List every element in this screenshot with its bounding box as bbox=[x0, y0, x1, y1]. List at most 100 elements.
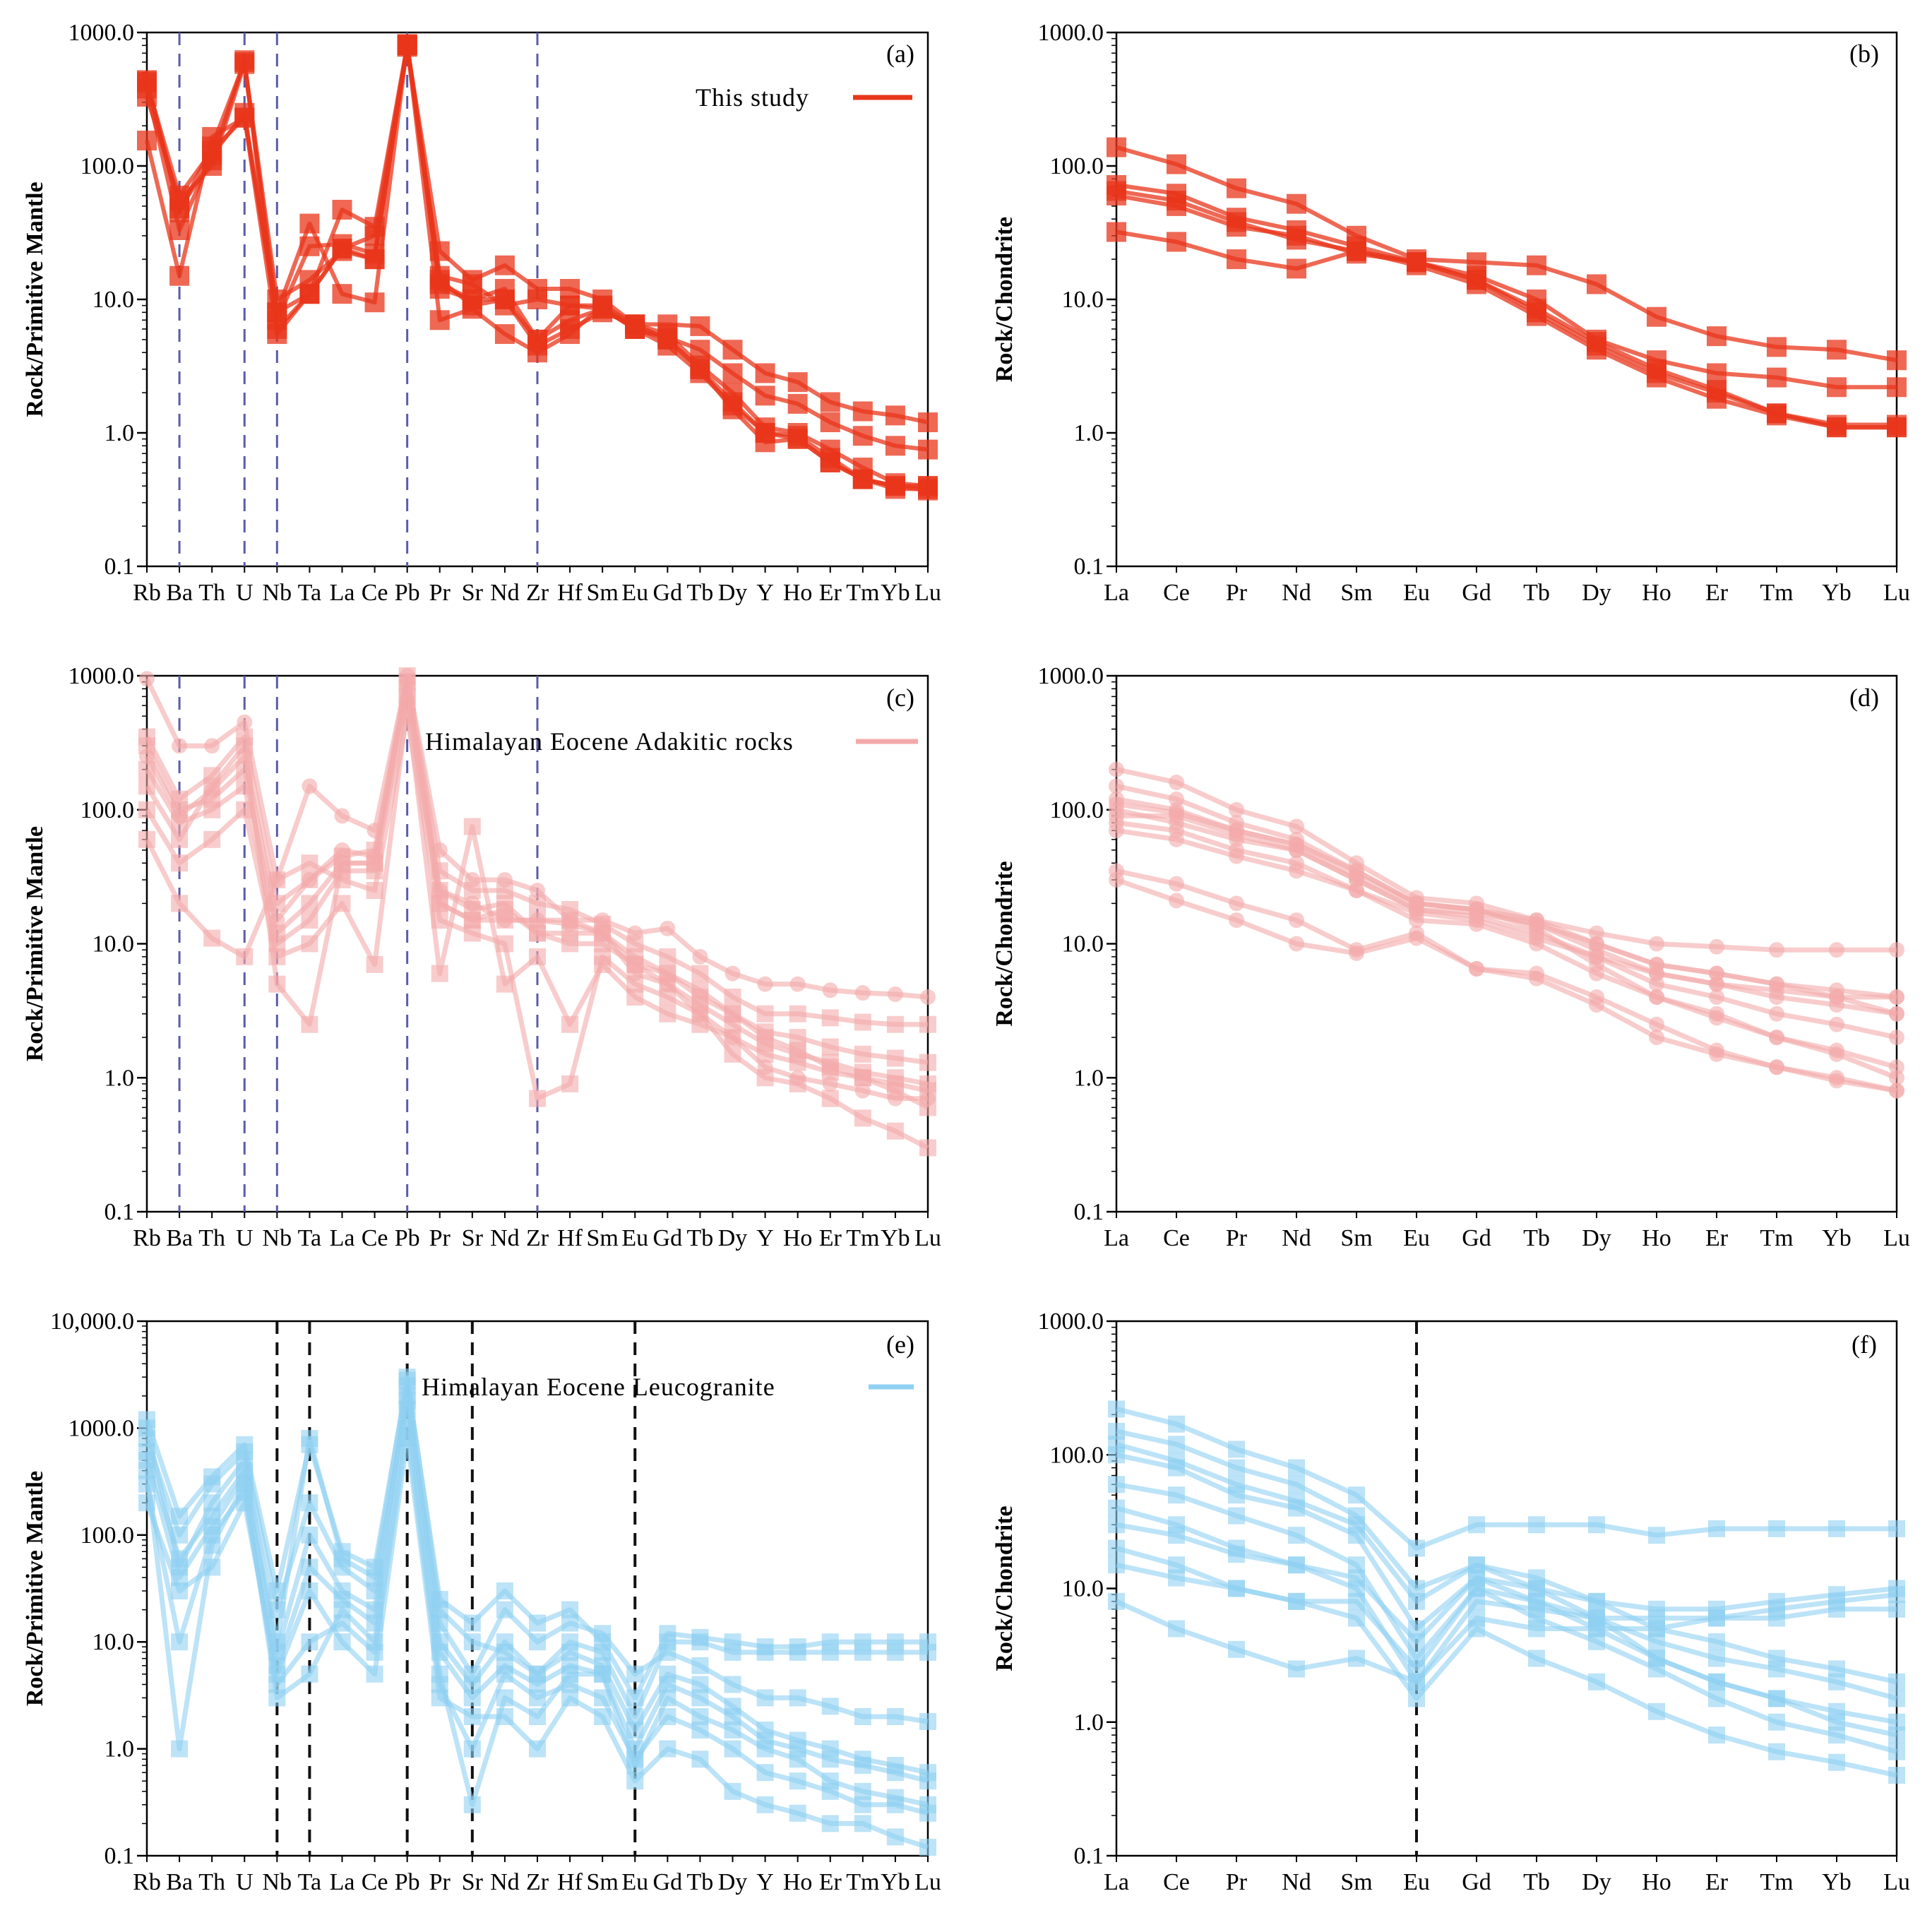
data-marker bbox=[171, 1582, 189, 1599]
data-marker bbox=[137, 131, 157, 151]
x-tick-label: La bbox=[330, 1225, 355, 1251]
data-marker bbox=[496, 1657, 513, 1674]
data-marker bbox=[172, 808, 188, 824]
data-marker bbox=[1529, 970, 1544, 986]
data-marker bbox=[626, 1665, 644, 1683]
data-marker bbox=[333, 1558, 351, 1576]
data-marker bbox=[234, 102, 255, 123]
data-marker bbox=[496, 975, 513, 993]
data-marker bbox=[1168, 1486, 1185, 1504]
series-s1 bbox=[1107, 137, 1907, 371]
data-marker bbox=[821, 1815, 839, 1832]
data-marker bbox=[1768, 1520, 1785, 1537]
data-marker bbox=[854, 1045, 871, 1063]
data-marker bbox=[756, 1638, 774, 1656]
x-tick-label: Yb bbox=[881, 1225, 910, 1251]
data-marker bbox=[1348, 1650, 1365, 1667]
data-marker bbox=[1408, 1660, 1425, 1678]
data-marker bbox=[1588, 1673, 1605, 1691]
data-marker bbox=[691, 1721, 709, 1739]
data-marker bbox=[268, 1676, 286, 1693]
data-marker bbox=[1168, 1516, 1185, 1534]
data-marker bbox=[1229, 912, 1244, 929]
data-marker bbox=[1768, 1609, 1785, 1627]
data-marker bbox=[366, 841, 383, 859]
data-marker bbox=[463, 912, 481, 929]
x-tick-label: Zr bbox=[526, 1225, 549, 1251]
data-marker bbox=[789, 1772, 806, 1790]
x-tick-label: Zr bbox=[526, 580, 549, 606]
data-marker bbox=[626, 1772, 644, 1790]
data-marker bbox=[1167, 232, 1186, 252]
data-marker bbox=[885, 405, 905, 426]
series-s6 bbox=[1109, 863, 1904, 1099]
data-marker bbox=[1287, 258, 1306, 279]
y-tick-label: 0.1 bbox=[1074, 1843, 1104, 1869]
x-tick-label: Lu bbox=[1883, 1225, 1910, 1251]
series-s6 bbox=[137, 35, 938, 460]
x-tick-label: Sm bbox=[1340, 580, 1372, 606]
panel-letter: (f) bbox=[1852, 1330, 1877, 1359]
data-marker bbox=[301, 935, 318, 953]
x-tick-label: Er bbox=[819, 580, 842, 606]
data-marker bbox=[1348, 1516, 1365, 1534]
data-marker bbox=[919, 1633, 936, 1651]
data-marker bbox=[1468, 1556, 1485, 1574]
data-marker bbox=[496, 1601, 513, 1618]
data-marker bbox=[561, 935, 579, 953]
data-marker bbox=[724, 1740, 741, 1758]
data-marker bbox=[626, 1689, 644, 1707]
data-marker bbox=[1707, 380, 1727, 400]
data-marker bbox=[1228, 1459, 1245, 1477]
data-marker bbox=[820, 392, 840, 412]
x-tick-label: Sm bbox=[586, 1869, 618, 1895]
data-marker bbox=[722, 363, 743, 383]
x-tick-label: Pr bbox=[429, 580, 451, 606]
x-tick-label: Tm bbox=[846, 1225, 879, 1251]
data-marker bbox=[1889, 942, 1904, 958]
y-tick-label: 10.0 bbox=[1062, 1576, 1104, 1602]
data-marker bbox=[237, 714, 253, 730]
data-marker bbox=[1588, 1516, 1605, 1534]
data-marker bbox=[1109, 796, 1124, 812]
data-marker bbox=[660, 976, 676, 992]
x-tick-label: Nb bbox=[263, 580, 292, 606]
x-tick-label: Pr bbox=[429, 1225, 451, 1251]
data-marker bbox=[1228, 1476, 1245, 1493]
data-marker bbox=[1888, 1520, 1905, 1537]
series-line bbox=[1116, 145, 1897, 363]
series-s10 bbox=[1108, 1556, 1905, 1707]
data-marker bbox=[496, 912, 513, 929]
data-marker bbox=[756, 1005, 774, 1022]
x-tick-label: Pr bbox=[429, 1869, 451, 1895]
data-marker bbox=[920, 989, 936, 1006]
data-marker bbox=[919, 1139, 936, 1157]
x-tick-label: Sr bbox=[462, 580, 484, 606]
data-marker bbox=[919, 1015, 936, 1033]
data-marker bbox=[1407, 252, 1426, 273]
data-marker bbox=[1649, 1016, 1664, 1032]
data-marker bbox=[787, 423, 808, 443]
data-marker bbox=[1227, 178, 1246, 198]
data-marker bbox=[1108, 1556, 1125, 1574]
data-marker bbox=[1169, 804, 1184, 821]
data-marker bbox=[138, 728, 155, 746]
data-marker bbox=[1827, 340, 1847, 360]
data-marker bbox=[1888, 1743, 1905, 1760]
data-marker bbox=[886, 1075, 904, 1092]
data-marker bbox=[692, 948, 708, 965]
data-marker bbox=[431, 1643, 448, 1661]
y-axis-label: Rock/Primitive Mantle bbox=[22, 181, 48, 417]
data-marker bbox=[821, 1633, 839, 1651]
data-marker bbox=[1648, 1633, 1665, 1650]
data-marker bbox=[1588, 1609, 1605, 1627]
data-marker bbox=[204, 782, 220, 799]
panel-letter: (a) bbox=[886, 40, 914, 68]
data-marker bbox=[722, 383, 743, 403]
data-marker bbox=[1889, 1006, 1904, 1022]
data-marker bbox=[171, 1569, 189, 1587]
data-marker bbox=[724, 1005, 741, 1022]
data-marker bbox=[333, 847, 351, 865]
y-tick-label: 1000.0 bbox=[68, 20, 135, 46]
